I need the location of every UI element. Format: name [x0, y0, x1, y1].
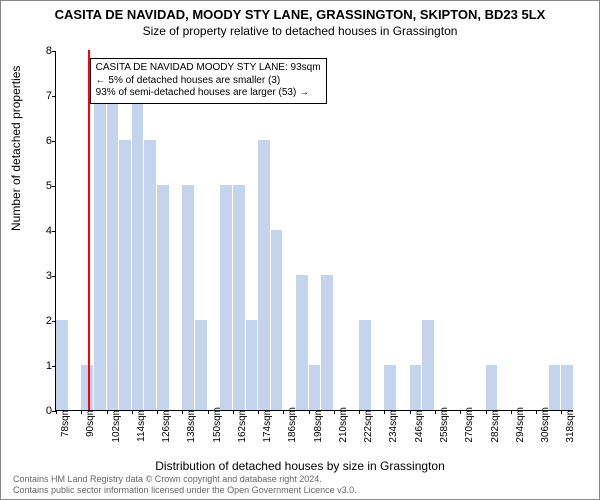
histogram-bar — [359, 320, 372, 410]
histogram-bar — [246, 320, 259, 410]
x-tick: 210sqm — [338, 407, 349, 443]
x-tick-mark — [359, 410, 360, 414]
plot-region: 01234567878sqm90sqm102sqm114sqm126sqm138… — [55, 51, 573, 411]
x-tick-mark — [233, 410, 234, 414]
x-tick: 102sqm — [111, 407, 122, 443]
y-tick: 4 — [28, 225, 52, 237]
chart-area: 01234567878sqm90sqm102sqm114sqm126sqm138… — [55, 51, 573, 411]
x-tick-mark — [334, 410, 335, 414]
x-tick-mark — [258, 410, 259, 414]
x-tick-mark — [182, 410, 183, 414]
x-tick: 174sqm — [262, 407, 273, 443]
x-tick-mark — [460, 410, 461, 414]
x-tick-mark — [157, 410, 158, 414]
histogram-bar — [94, 95, 107, 410]
x-tick-mark — [309, 410, 310, 414]
x-tick: 198sqm — [313, 407, 324, 443]
x-tick: 186sqm — [287, 407, 298, 443]
x-tick-mark — [107, 410, 108, 414]
y-tick: 1 — [28, 360, 52, 372]
x-tick-mark — [486, 410, 487, 414]
annotation-line: ← 5% of detached houses are smaller (3) — [96, 75, 321, 88]
histogram-bar — [107, 95, 120, 410]
x-axis-label: Distribution of detached houses by size … — [1, 459, 599, 473]
x-tick: 234sqm — [388, 407, 399, 443]
x-tick: 294sqm — [515, 407, 526, 443]
x-tick: 150sqm — [212, 407, 223, 443]
x-tick-mark — [384, 410, 385, 414]
x-tick-mark — [536, 410, 537, 414]
x-tick-mark — [410, 410, 411, 414]
x-tick: 282sqm — [490, 407, 501, 443]
chart-title: CASITA DE NAVIDAD, MOODY STY LANE, GRASS… — [1, 1, 599, 22]
reference-line — [88, 50, 90, 410]
x-tick: 270sqm — [464, 407, 475, 443]
annotation-box: CASITA DE NAVIDAD MOODY STY LANE: 93sqm←… — [90, 58, 327, 104]
x-tick-mark — [208, 410, 209, 414]
y-tick: 6 — [28, 135, 52, 147]
annotation-line: CASITA DE NAVIDAD MOODY STY LANE: 93sqm — [96, 62, 321, 75]
y-tick: 8 — [28, 45, 52, 57]
histogram-bar — [549, 365, 562, 410]
histogram-bar — [195, 320, 208, 410]
histogram-bar — [486, 365, 499, 410]
histogram-bar — [132, 95, 145, 410]
x-tick: 306sqm — [540, 407, 551, 443]
y-tick: 0 — [28, 405, 52, 417]
histogram-bar — [309, 365, 322, 410]
histogram-bar — [410, 365, 423, 410]
x-tick: 78sqm — [60, 407, 71, 437]
x-tick: 138sqm — [186, 407, 197, 443]
y-tick: 2 — [28, 315, 52, 327]
y-tick: 7 — [28, 90, 52, 102]
x-tick-mark — [81, 410, 82, 414]
x-tick: 114sqm — [136, 407, 147, 442]
x-tick: 222sqm — [363, 407, 374, 443]
y-axis-label: Number of detached properties — [9, 66, 23, 231]
histogram-bar — [220, 185, 233, 410]
x-tick: 258sqm — [439, 407, 450, 443]
chart-subtitle: Size of property relative to detached ho… — [1, 22, 599, 42]
histogram-bar — [422, 320, 435, 410]
histogram-bar — [321, 275, 334, 410]
x-tick-mark — [56, 410, 57, 414]
x-tick: 318sqm — [565, 407, 576, 443]
histogram-bar — [182, 185, 195, 410]
x-tick-mark — [132, 410, 133, 414]
y-tick: 3 — [28, 270, 52, 282]
x-tick: 246sqm — [414, 407, 425, 443]
x-tick-mark — [283, 410, 284, 414]
x-tick: 90sqm — [85, 407, 96, 437]
x-tick-mark — [561, 410, 562, 414]
x-tick-mark — [511, 410, 512, 414]
x-tick: 162sqm — [237, 407, 248, 443]
attribution-line-1: Contains HM Land Registry data © Crown c… — [13, 474, 357, 485]
histogram-bar — [119, 140, 132, 410]
histogram-bar — [271, 230, 284, 410]
histogram-bar — [56, 320, 69, 410]
attribution-line-2: Contains public sector information licen… — [13, 485, 357, 496]
histogram-bar — [258, 140, 271, 410]
annotation-line: 93% of semi-detached houses are larger (… — [96, 87, 321, 100]
histogram-bar — [384, 365, 397, 410]
histogram-bar — [157, 185, 170, 410]
histogram-bar — [233, 185, 246, 410]
x-tick: 126sqm — [161, 407, 172, 443]
histogram-bar — [144, 140, 157, 410]
histogram-bar — [296, 275, 309, 410]
attribution-text: Contains HM Land Registry data © Crown c… — [13, 474, 357, 496]
y-tick: 5 — [28, 180, 52, 192]
x-tick-mark — [435, 410, 436, 414]
histogram-bar — [561, 365, 574, 410]
